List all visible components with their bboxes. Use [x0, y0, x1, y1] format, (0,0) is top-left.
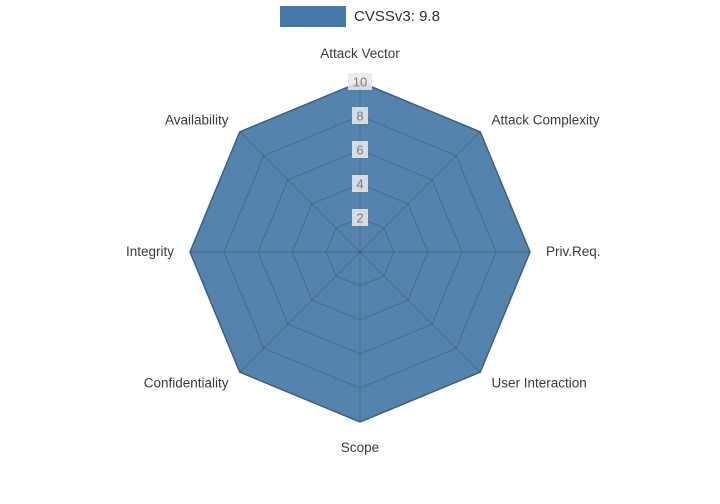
series-polygon	[189, 81, 531, 423]
axis-label-scope: Scope	[341, 440, 379, 455]
radial-tick-bg	[352, 175, 368, 192]
radial-tick-bg	[352, 107, 368, 124]
radial-tick-label: 10	[353, 75, 367, 90]
legend-label: CVSSv3: 9.8	[354, 8, 440, 25]
axis-label-confidentiality: Confidentiality	[144, 376, 229, 391]
radial-tick-label: 4	[356, 177, 363, 192]
grid-spoke	[359, 251, 481, 373]
axis-label-attack-complexity: Attack Complexity	[492, 113, 600, 128]
grid-spoke	[239, 251, 361, 373]
radial-tick-bg	[352, 209, 368, 226]
radial-tick-label: 6	[356, 143, 363, 158]
grid-spoke	[239, 131, 361, 253]
legend-item[interactable]: CVSSv3: 9.8	[280, 6, 440, 27]
grid-ring	[291, 183, 429, 321]
grid-ring	[257, 149, 463, 355]
radial-tick-bg	[348, 73, 372, 90]
radial-tick-bg	[352, 141, 368, 158]
legend-swatch	[280, 6, 347, 27]
grid-ring	[325, 217, 395, 287]
grid-ring	[223, 115, 497, 389]
axis-label-priv-req-: Priv.Req.	[546, 244, 601, 259]
axis-label-integrity: Integrity	[126, 244, 174, 259]
grid-ring	[189, 81, 531, 423]
legend: CVSSv3: 9.8	[0, 6, 720, 27]
grid-spoke	[359, 131, 481, 253]
radial-tick-label: 8	[356, 109, 363, 124]
radial-tick-label: 2	[356, 211, 363, 226]
axis-label-attack-vector: Attack Vector	[320, 46, 400, 61]
axis-label-availability: Availability	[165, 113, 229, 128]
axis-label-user-interaction: User Interaction	[492, 376, 587, 391]
